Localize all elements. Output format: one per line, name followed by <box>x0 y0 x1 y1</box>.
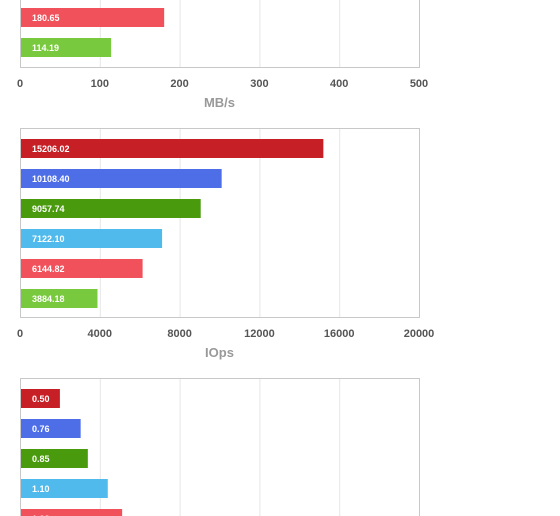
bar-value-label: 9057.74 <box>32 204 65 214</box>
bar <box>21 38 112 57</box>
bar-value-label: 7122.10 <box>32 234 65 244</box>
bar <box>21 199 201 218</box>
bar-value-label: 1.28 <box>32 514 50 516</box>
x-tick-label: 500 <box>410 78 428 90</box>
bar-value-label: 0.85 <box>32 454 50 464</box>
bar <box>21 169 222 188</box>
bar <box>21 289 98 308</box>
bar-value-label: 1.10 <box>32 484 50 494</box>
bar-value-label: 10108.40 <box>32 174 70 184</box>
bar <box>21 449 88 468</box>
x-axis-title: MB/s <box>204 95 235 110</box>
x-tick-label: 12000 <box>244 328 275 340</box>
x-tick-label: 0 <box>17 328 23 340</box>
x-tick-label: 20000 <box>404 328 435 340</box>
x-tick-label: 4000 <box>88 328 112 340</box>
chart-2: 15206.02 10108.40 9057.74 7122.10 6144.82 388… <box>17 128 435 360</box>
x-tick-label: 100 <box>91 78 109 90</box>
x-axis-title: IOps <box>205 345 234 360</box>
bar-value-label: 6144.82 <box>32 264 65 274</box>
chart-3: 0.50 0.76 0.85 1.10 1.28 <box>20 378 420 516</box>
bar <box>21 389 60 408</box>
x-tick-label: 16000 <box>324 328 355 340</box>
bar-value-label: 3884.18 <box>32 294 65 304</box>
x-tick-label: 8000 <box>167 328 191 340</box>
x-tick-label: 300 <box>250 78 268 90</box>
bar-value-label: 180.65 <box>32 13 60 23</box>
x-tick-label: 400 <box>330 78 348 90</box>
x-tick-label: 0 <box>17 78 23 90</box>
bar-value-label: 0.50 <box>32 394 50 404</box>
bar <box>21 419 81 438</box>
bar-value-label: 15206.02 <box>32 144 70 154</box>
bar-value-label: 0.76 <box>32 424 50 434</box>
bar <box>21 139 324 158</box>
bar <box>21 479 108 498</box>
chart-1: 180.65 114.19 0 100 200 300 400 500 MB/s <box>17 0 428 110</box>
bar <box>21 229 163 248</box>
plot-frame <box>20 128 420 318</box>
bar-value-label: 114.19 <box>32 43 59 53</box>
bar <box>21 259 143 278</box>
bar <box>21 509 123 516</box>
bar <box>21 8 165 27</box>
x-tick-label: 200 <box>170 78 188 90</box>
